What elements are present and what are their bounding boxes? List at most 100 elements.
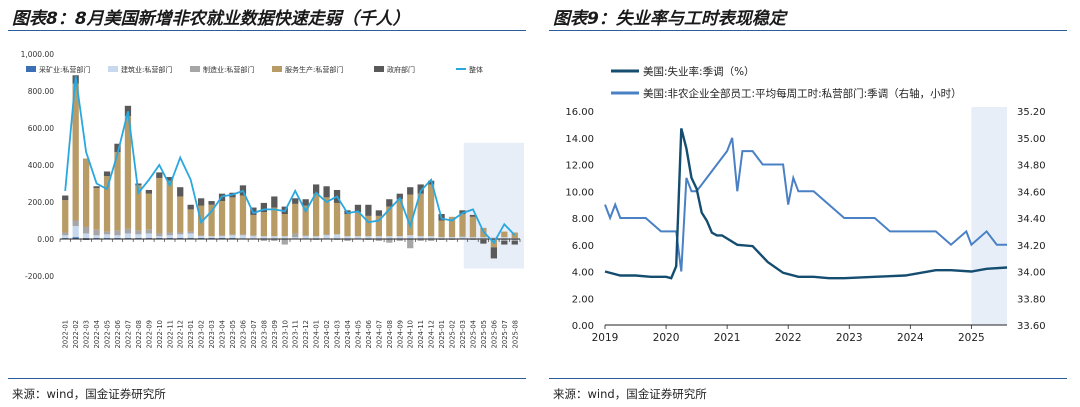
legend-item: 政府部门 (374, 65, 415, 74)
x-tick-label: 2025-08 (511, 320, 519, 348)
bar-segment (145, 229, 152, 234)
y-tick-label: 200.00 (28, 198, 54, 207)
bar-segment (198, 236, 205, 239)
left-chart: 采矿业:私营部门 建筑业:私营部门 制造业:私营部门 服务生产:私营部门 政府部门 整体 -… (21, 50, 524, 348)
y2-tick-label: 33.60 (1017, 321, 1046, 332)
bar-segment (114, 143, 121, 153)
bar-segment (187, 209, 194, 232)
bar-segment (62, 200, 69, 233)
bar-segment (198, 235, 205, 237)
x-tick-label: 2025-02 (449, 320, 457, 348)
x-tick-label: 2024-05 (354, 320, 362, 348)
x-tick-label: 2023-06 (239, 320, 247, 348)
right-chart: 美国:失业率:季调（%） 美国:非农企业全部员工:平均每周工时:私营部门:季调（右… (565, 65, 1046, 344)
x-tick-label: 2024-07 (375, 320, 383, 348)
legend-swatch (108, 66, 118, 72)
bar-segment (302, 199, 309, 206)
bar-segment (344, 214, 351, 237)
bar-segment (386, 199, 393, 207)
x-tick-label: 2025-04 (469, 320, 477, 348)
bar-segment (386, 206, 393, 237)
bar-segment (511, 240, 518, 245)
bar-segment (333, 202, 341, 235)
bar-segment (302, 235, 309, 237)
y2-tick-label: 34.60 (1017, 187, 1046, 198)
bar-segment (323, 186, 330, 198)
bar-segment (103, 176, 111, 232)
bar-segment (469, 216, 477, 238)
legend-label: 美国:失业率:季调（%） (643, 65, 755, 78)
bar-segment (260, 212, 267, 237)
bar-segment (354, 204, 362, 213)
bar-segment (218, 201, 226, 236)
left-title-rule (8, 30, 526, 31)
bar-segment (292, 203, 299, 234)
bar-segment (480, 239, 487, 244)
bar-segment (177, 196, 184, 233)
bar-segment (313, 193, 320, 237)
legend-swatch (190, 66, 200, 72)
unemployment-line (604, 128, 1008, 280)
bar-segment (83, 158, 90, 227)
bar-segment (396, 236, 403, 239)
x-tick-label: 2023-04 (219, 320, 227, 348)
bar-segment (396, 199, 403, 237)
x-tick-label: 2022-11 (166, 320, 174, 348)
bar-segment (407, 194, 414, 236)
y2-tick-label: 35.20 (1017, 107, 1046, 118)
x-tick-label: 2025-01 (438, 320, 446, 348)
y-tick-label: 800.00 (28, 87, 54, 96)
legend-swatch (272, 66, 282, 72)
bar-segment (114, 230, 121, 236)
x-tick-label: 2022-08 (135, 320, 143, 348)
bar-segment (501, 237, 508, 239)
bar-segment (72, 226, 79, 238)
x-tick-label: 2023-07 (250, 320, 258, 348)
x-tick-label: 2023-02 (198, 320, 206, 348)
y-tick-label: 600.00 (28, 124, 54, 133)
bar-segment (187, 204, 194, 210)
x-tick-label: 2024-08 (386, 320, 394, 348)
bar-segment (354, 212, 362, 237)
x-tick-label: 2022-02 (72, 320, 80, 348)
bar-segment (135, 230, 142, 235)
x-tick-label: 2024-06 (365, 320, 373, 348)
x-tick-label: 2022-05 (104, 320, 112, 348)
x-tick-label: 2024-02 (323, 320, 331, 348)
legend-item: 整体 (456, 65, 483, 74)
bar-segment (396, 239, 403, 241)
bar-segment (271, 207, 278, 237)
bar-segment (417, 184, 424, 194)
x-tick-label: 2023-10 (281, 320, 289, 348)
y-tick-label: 12.00 (565, 161, 594, 172)
x-tick-label: 2022-10 (156, 320, 164, 348)
legend-label: 政府部门 (387, 65, 415, 74)
bar-segment (386, 239, 393, 243)
bar-segment (386, 236, 393, 239)
bar-segment (239, 234, 247, 236)
bar-segment (166, 235, 173, 239)
bar-segment (365, 236, 372, 239)
bar-segment (250, 214, 257, 236)
bar-segment (459, 236, 466, 238)
bar-segment (333, 234, 341, 239)
bar-segment (145, 193, 152, 230)
bar-segment (428, 236, 435, 239)
bar-segment (260, 202, 267, 213)
bar-segment (124, 115, 132, 229)
right-bottom-rule (549, 378, 1067, 379)
bar-segment (156, 233, 163, 237)
bar-segment (62, 235, 69, 239)
x-tick-label: 2025-07 (501, 320, 509, 348)
bar-segment (72, 220, 79, 227)
y-tick-label: 16.00 (565, 107, 594, 118)
bar-segment (114, 152, 121, 231)
y-tick-label: 6.00 (572, 241, 594, 252)
bar-segment (177, 234, 184, 239)
x-tick-label: 2022-04 (93, 320, 101, 348)
left-chart-title: 图表8：8月美国新增非农就业数据快速走弱（千人） (12, 9, 410, 29)
bar-segment (218, 236, 226, 239)
bar-segment (323, 235, 330, 239)
bar-segment (187, 231, 194, 234)
right-title-rule (549, 30, 1067, 31)
